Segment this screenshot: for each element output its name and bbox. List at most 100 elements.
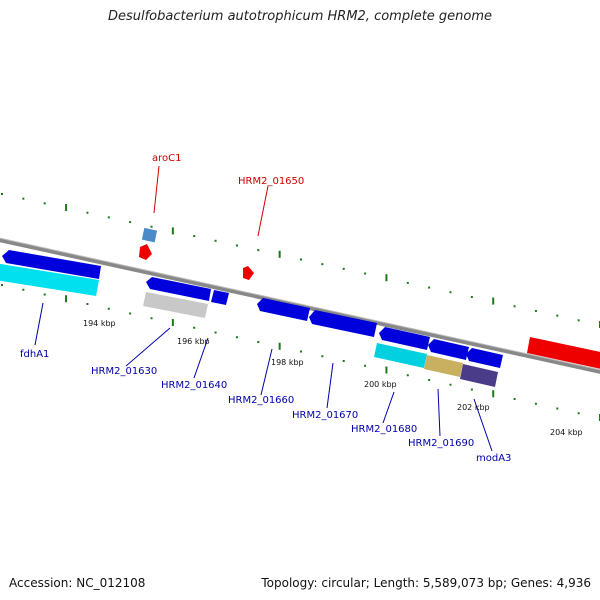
lower-ring-major-tick bbox=[385, 366, 388, 374]
gene-HRM2_01690-arrow[interactable] bbox=[428, 339, 469, 360]
scale-label-194: 194 kbp bbox=[83, 319, 116, 328]
upper-ring-minor-tick bbox=[129, 221, 132, 224]
map-title: Desulfobacterium autotrophicum HRM2, com… bbox=[107, 9, 493, 24]
gene-HRM2_01670-arrow[interactable] bbox=[309, 310, 377, 337]
lower-ring-major-tick bbox=[65, 295, 68, 303]
gene-fdhA1-bar[interactable] bbox=[0, 263, 99, 296]
lower-ring-major-tick bbox=[492, 390, 495, 398]
upper-ring-minor-tick bbox=[300, 258, 302, 261]
scale-label-202: 202 kbp bbox=[457, 403, 490, 412]
lower-ring-minor-tick bbox=[300, 350, 302, 353]
upper-ring-minor-tick bbox=[364, 272, 367, 275]
label-aroC1: aroC1 bbox=[152, 153, 181, 164]
upper-ring-major-tick bbox=[385, 274, 388, 282]
lower-ring-minor-tick bbox=[428, 379, 431, 381]
lower-ring-minor-tick bbox=[193, 326, 196, 329]
upper-ring-minor-tick bbox=[86, 211, 89, 214]
lower-ring-minor-tick bbox=[107, 307, 110, 310]
gene-small-blue-box[interactable] bbox=[141, 227, 158, 243]
lower-ring-minor-tick bbox=[470, 388, 473, 391]
lower-ring-minor-tick bbox=[556, 407, 559, 410]
genome-backbone-highlight bbox=[0, 237, 600, 371]
scale-label-200: 200 kbp bbox=[364, 380, 397, 389]
upper-ring-minor-tick bbox=[107, 216, 110, 219]
leader-aroC1 bbox=[153, 165, 160, 214]
gene-HRM2_01660-arrow[interactable] bbox=[257, 298, 310, 321]
lower-ring-minor-tick bbox=[449, 383, 452, 386]
upper-ring-minor-tick bbox=[513, 305, 516, 308]
gene-aroC1-arrow[interactable] bbox=[139, 244, 152, 260]
upper-ring-major-tick bbox=[65, 204, 68, 212]
lower-ring-minor-tick bbox=[235, 336, 238, 339]
scale-label-198: 198 kbp bbox=[271, 358, 304, 367]
label-HRM2_01630: HRM2_01630 bbox=[91, 366, 157, 377]
upper-ring-minor-tick bbox=[321, 263, 324, 266]
leader-fdhA1 bbox=[34, 302, 44, 346]
lower-ring-minor-tick bbox=[43, 293, 46, 296]
lower-ring-minor-tick bbox=[86, 303, 89, 305]
upper-ring-minor-tick bbox=[449, 291, 452, 294]
upper-ring-minor-tick bbox=[342, 267, 345, 270]
scale-label-204: 204 kbp bbox=[550, 428, 583, 437]
gene-blue-arrow-1[interactable] bbox=[2, 250, 101, 279]
lower-ring-minor-tick bbox=[513, 398, 516, 400]
upper-ring-minor-tick bbox=[470, 295, 473, 298]
label-HRM2_01670: HRM2_01670 bbox=[292, 410, 358, 421]
upper-ring-minor-tick bbox=[235, 244, 238, 247]
genome-backbone bbox=[0, 238, 600, 374]
lower-ring-minor-tick bbox=[150, 317, 153, 320]
lower-ring-minor-tick bbox=[257, 341, 260, 343]
lower-ring-minor-tick bbox=[534, 402, 537, 405]
label-HRM2_01680: HRM2_01680 bbox=[351, 424, 417, 435]
lower-ring-minor-tick bbox=[577, 412, 580, 415]
label-HRM2_01650: HRM2_01650 bbox=[238, 176, 304, 187]
scale-label-196: 196 kbp bbox=[177, 337, 210, 346]
leader-HRM2_01640 bbox=[193, 337, 209, 379]
upper-ring-minor-tick bbox=[22, 197, 25, 200]
leader-modA3 bbox=[473, 398, 493, 452]
gene-HRM2_01650-arrow[interactable] bbox=[243, 266, 254, 280]
upper-ring-minor-tick bbox=[556, 314, 559, 317]
lower-ring-minor-tick bbox=[129, 312, 132, 315]
label-HRM2_01690: HRM2_01690 bbox=[408, 438, 474, 449]
upper-ring-major-tick bbox=[171, 227, 174, 235]
leader-HRM2_01660 bbox=[260, 348, 273, 396]
upper-ring-minor-tick bbox=[150, 225, 153, 228]
upper-ring-major-tick bbox=[492, 297, 495, 305]
upper-tick-ring bbox=[1, 193, 600, 328]
leader-HRM2_01630 bbox=[125, 327, 171, 367]
lower-ring-minor-tick bbox=[364, 364, 367, 367]
upper-ring-minor-tick bbox=[428, 286, 431, 289]
lower-ring-major-tick bbox=[278, 342, 281, 350]
lower-ring-minor-tick bbox=[342, 360, 345, 362]
gene-HRM2_01690-bar[interactable] bbox=[424, 355, 463, 377]
gene-modA3-bar[interactable] bbox=[460, 364, 498, 387]
upper-ring-minor-tick bbox=[214, 239, 217, 242]
leader-HRM2_01670 bbox=[326, 362, 334, 409]
lower-ring-major-tick bbox=[171, 319, 174, 326]
leader-HRM2_01690 bbox=[437, 388, 441, 437]
gene-HRM2_01640-arrow[interactable] bbox=[211, 290, 229, 305]
upper-ring-minor-tick bbox=[534, 309, 537, 312]
upper-ring-minor-tick bbox=[257, 249, 260, 252]
gene-right-red-box[interactable] bbox=[527, 337, 600, 369]
gene-modA3-arrow[interactable] bbox=[466, 348, 503, 368]
leader-HRM2_01680 bbox=[382, 391, 395, 424]
upper-ring-minor-tick bbox=[577, 319, 580, 322]
upper-ring-minor-tick bbox=[406, 281, 409, 284]
gene-HRM2_01630-bar[interactable] bbox=[143, 292, 208, 318]
lower-ring-minor-tick bbox=[406, 374, 409, 377]
label-modA3: modA3 bbox=[476, 453, 511, 464]
label-HRM2_01640: HRM2_01640 bbox=[161, 380, 227, 391]
leader-HRM2_01650 bbox=[257, 185, 269, 237]
gene-HRM2_01680-arrow[interactable] bbox=[379, 327, 430, 350]
gene-HRM2_01680-bar[interactable] bbox=[374, 343, 427, 368]
upper-ring-minor-tick bbox=[193, 235, 196, 238]
lower-ring-minor-tick bbox=[214, 331, 217, 334]
topology-text: Topology: circular; Length: 5,589,073 bp… bbox=[261, 576, 591, 590]
upper-ring-major-tick bbox=[278, 250, 281, 258]
gene-HRM2_01630-arrow[interactable] bbox=[146, 277, 211, 301]
lower-ring-minor-tick bbox=[321, 355, 324, 358]
accession-text: Accession: NC_012108 bbox=[9, 576, 146, 590]
